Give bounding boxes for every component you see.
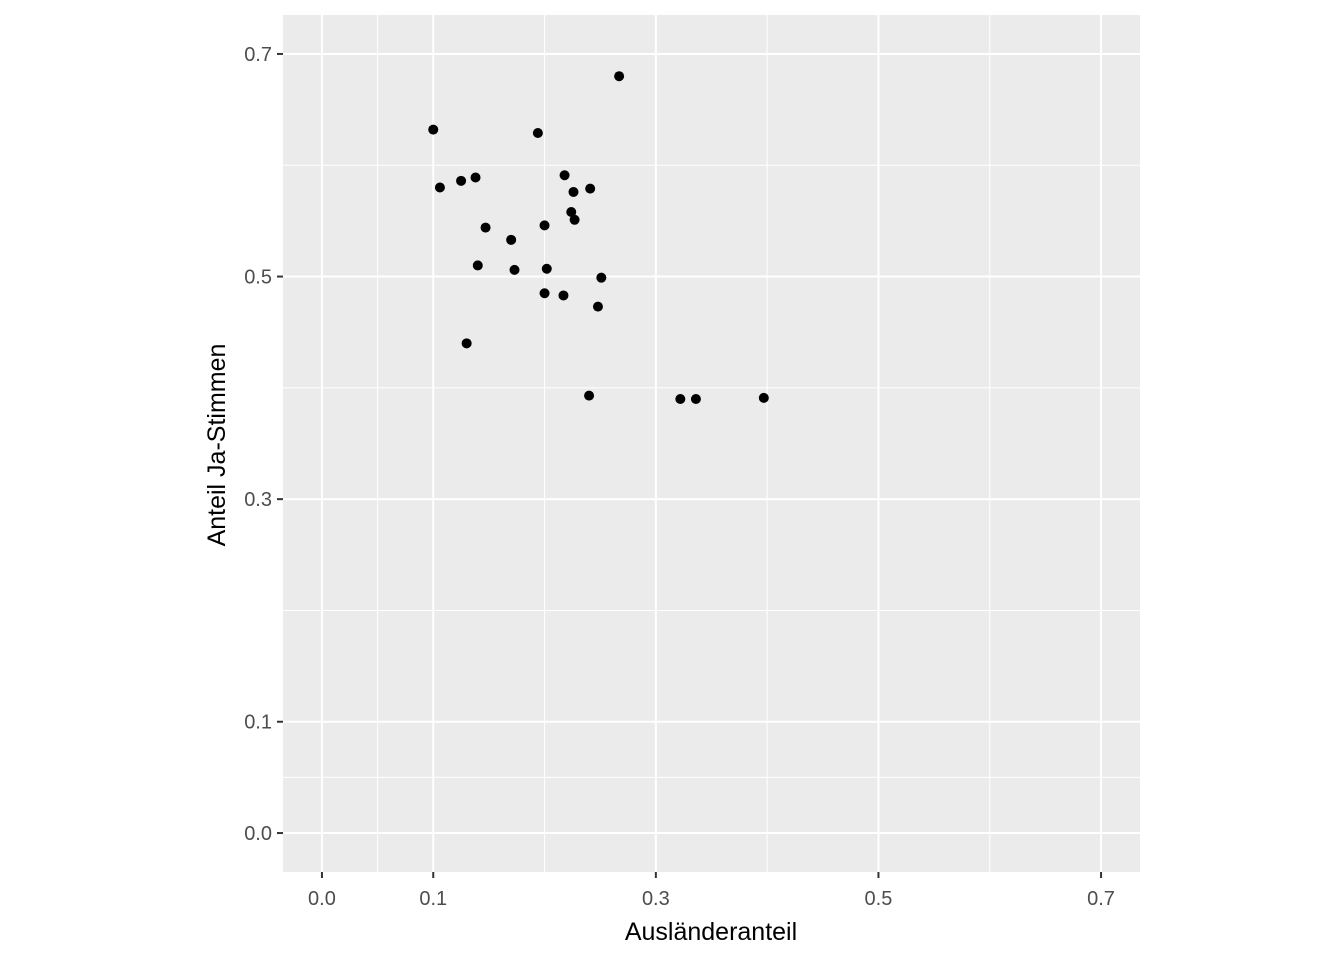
minor-gridlines — [283, 15, 1140, 872]
data-point — [585, 183, 596, 194]
x-tick-label: 0.3 — [642, 888, 670, 910]
data-point — [539, 288, 550, 299]
data-point — [472, 260, 483, 271]
data-point — [428, 124, 439, 135]
data-point — [434, 182, 445, 193]
data-point — [456, 175, 467, 186]
data-point — [614, 71, 625, 82]
data-point — [596, 272, 607, 283]
y-tick-label: 0.0 — [244, 823, 272, 845]
data-point — [569, 214, 580, 225]
plot-panel — [283, 15, 1140, 872]
y-axis-title: Anteil Ja-Stimmen — [203, 344, 231, 547]
data-point — [541, 263, 552, 274]
y-tick-label: 0.3 — [244, 489, 272, 511]
data-point — [559, 170, 570, 181]
data-point — [509, 264, 520, 275]
data-point — [480, 222, 491, 233]
y-tick-label: 0.1 — [244, 712, 272, 734]
x-tick-label: 0.7 — [1087, 888, 1115, 910]
data-point — [690, 393, 701, 404]
major-gridlines — [283, 15, 1140, 872]
x-tick-label: 0.1 — [419, 888, 447, 910]
data-point — [566, 206, 577, 217]
data-point — [584, 390, 595, 401]
x-tick-label: 0.5 — [865, 888, 893, 910]
data-point — [592, 301, 603, 312]
data-point — [539, 220, 550, 231]
x-axis-title: Ausländeranteil — [625, 918, 797, 946]
y-axis-ticks: 0.0 0.1 0.3 0.5 0.7 — [244, 44, 283, 845]
data-point — [558, 290, 569, 301]
data-point — [568, 186, 579, 197]
data-points — [428, 71, 769, 404]
x-tick-label: 0.0 — [308, 888, 336, 910]
data-point — [532, 127, 543, 138]
data-point — [758, 392, 769, 403]
y-tick-label: 0.5 — [244, 267, 272, 289]
x-axis-ticks: 0.0 0.1 0.3 0.5 0.7 — [308, 872, 1115, 910]
data-point — [675, 393, 686, 404]
data-point — [461, 338, 472, 349]
data-point — [470, 172, 481, 183]
y-tick-label: 0.7 — [244, 44, 272, 66]
data-point — [506, 234, 517, 245]
